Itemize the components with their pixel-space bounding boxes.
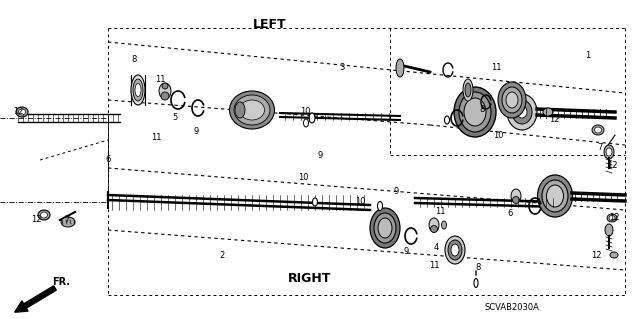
- Ellipse shape: [507, 94, 537, 130]
- Ellipse shape: [374, 213, 396, 243]
- Ellipse shape: [445, 236, 465, 264]
- Ellipse shape: [445, 116, 449, 124]
- Text: 11: 11: [151, 133, 161, 143]
- Ellipse shape: [606, 148, 612, 156]
- Text: 6: 6: [508, 210, 513, 219]
- Ellipse shape: [378, 202, 383, 211]
- Ellipse shape: [378, 218, 392, 238]
- Text: 4: 4: [433, 243, 438, 253]
- Text: 12: 12: [607, 160, 617, 169]
- Ellipse shape: [454, 87, 496, 137]
- Text: 8: 8: [479, 106, 484, 115]
- Text: 10: 10: [355, 197, 365, 206]
- Text: 9: 9: [394, 188, 399, 197]
- Ellipse shape: [605, 224, 613, 236]
- Text: 3: 3: [339, 63, 345, 72]
- Ellipse shape: [464, 98, 486, 126]
- Text: RIGHT: RIGHT: [288, 272, 332, 285]
- Ellipse shape: [235, 102, 245, 118]
- Text: 9: 9: [403, 248, 408, 256]
- Ellipse shape: [431, 226, 438, 233]
- Text: 12: 12: [609, 213, 620, 222]
- Text: 11: 11: [429, 261, 439, 270]
- Ellipse shape: [61, 217, 75, 227]
- Ellipse shape: [309, 113, 315, 123]
- Text: 10: 10: [493, 130, 503, 139]
- Ellipse shape: [506, 92, 518, 108]
- Ellipse shape: [38, 210, 50, 220]
- Ellipse shape: [511, 189, 521, 203]
- Text: 11: 11: [491, 63, 501, 72]
- Ellipse shape: [517, 106, 527, 118]
- Ellipse shape: [448, 240, 462, 260]
- Ellipse shape: [19, 109, 26, 115]
- Text: LEFT: LEFT: [253, 18, 287, 31]
- Text: 12: 12: [31, 216, 41, 225]
- Ellipse shape: [135, 84, 141, 97]
- Ellipse shape: [512, 100, 532, 124]
- Ellipse shape: [542, 180, 568, 212]
- Ellipse shape: [442, 221, 447, 229]
- Ellipse shape: [40, 212, 47, 218]
- Ellipse shape: [538, 175, 573, 217]
- Ellipse shape: [234, 95, 270, 125]
- Ellipse shape: [607, 214, 617, 222]
- Ellipse shape: [239, 100, 264, 120]
- Ellipse shape: [159, 83, 171, 99]
- Ellipse shape: [303, 119, 308, 127]
- Ellipse shape: [474, 278, 478, 287]
- Text: 9: 9: [193, 128, 198, 137]
- Ellipse shape: [16, 107, 28, 117]
- Ellipse shape: [547, 185, 563, 207]
- Text: 10: 10: [300, 108, 310, 116]
- Text: 12: 12: [548, 115, 559, 124]
- Ellipse shape: [502, 87, 522, 113]
- Text: 11: 11: [155, 76, 165, 85]
- Text: 9: 9: [317, 151, 323, 160]
- Ellipse shape: [230, 91, 275, 129]
- Text: 11: 11: [435, 207, 445, 217]
- Ellipse shape: [463, 79, 473, 101]
- Ellipse shape: [131, 75, 145, 105]
- Text: 5: 5: [172, 114, 178, 122]
- FancyArrow shape: [15, 286, 56, 312]
- Ellipse shape: [133, 79, 143, 101]
- Text: 7: 7: [597, 144, 603, 152]
- Text: 8: 8: [131, 56, 137, 64]
- Ellipse shape: [595, 127, 602, 133]
- Text: SCVAB2030A: SCVAB2030A: [484, 303, 540, 312]
- Text: 6: 6: [106, 155, 111, 165]
- Text: 7: 7: [64, 216, 70, 225]
- Ellipse shape: [465, 83, 471, 97]
- Ellipse shape: [312, 198, 317, 206]
- Ellipse shape: [592, 125, 604, 135]
- Text: 2: 2: [220, 250, 225, 259]
- Ellipse shape: [498, 82, 526, 118]
- Text: 8: 8: [476, 263, 481, 272]
- Ellipse shape: [604, 145, 614, 159]
- Ellipse shape: [513, 197, 520, 204]
- Text: 12: 12: [13, 108, 23, 116]
- Ellipse shape: [609, 216, 615, 220]
- Ellipse shape: [429, 218, 439, 232]
- Text: 10: 10: [298, 174, 308, 182]
- Text: 12: 12: [591, 251, 601, 261]
- Ellipse shape: [610, 252, 618, 258]
- Text: 1: 1: [586, 50, 591, 60]
- Ellipse shape: [451, 244, 459, 256]
- Ellipse shape: [370, 208, 400, 248]
- Ellipse shape: [162, 83, 168, 89]
- Ellipse shape: [396, 59, 404, 77]
- Ellipse shape: [459, 92, 491, 132]
- Ellipse shape: [543, 108, 553, 116]
- Text: FR.: FR.: [52, 277, 70, 287]
- Ellipse shape: [161, 92, 169, 100]
